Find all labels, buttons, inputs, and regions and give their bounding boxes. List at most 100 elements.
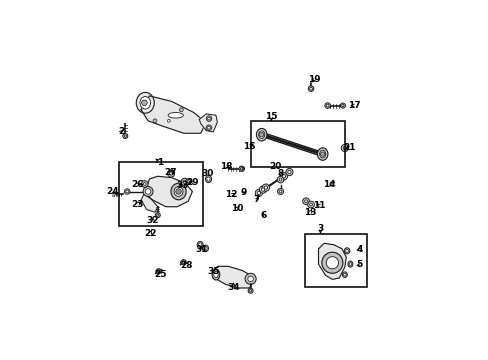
Circle shape bbox=[257, 191, 260, 194]
Circle shape bbox=[255, 189, 262, 197]
Polygon shape bbox=[199, 114, 217, 132]
Circle shape bbox=[239, 166, 244, 171]
Ellipse shape bbox=[204, 247, 207, 250]
Circle shape bbox=[285, 168, 292, 176]
Circle shape bbox=[179, 108, 183, 112]
Text: 33: 33 bbox=[176, 181, 188, 190]
Text: 23: 23 bbox=[131, 200, 144, 209]
Ellipse shape bbox=[347, 261, 352, 267]
Circle shape bbox=[206, 116, 211, 121]
Circle shape bbox=[277, 188, 283, 194]
Text: 17: 17 bbox=[347, 101, 360, 110]
Circle shape bbox=[175, 189, 181, 194]
Text: 26: 26 bbox=[131, 180, 144, 189]
Circle shape bbox=[341, 144, 348, 152]
Circle shape bbox=[277, 176, 284, 183]
Circle shape bbox=[181, 260, 185, 265]
Text: 22: 22 bbox=[144, 229, 156, 238]
Circle shape bbox=[261, 188, 264, 191]
Circle shape bbox=[280, 173, 287, 180]
Circle shape bbox=[183, 180, 186, 184]
Circle shape bbox=[307, 201, 314, 208]
Ellipse shape bbox=[256, 129, 266, 141]
Ellipse shape bbox=[258, 131, 264, 139]
Circle shape bbox=[262, 184, 269, 191]
Text: 11: 11 bbox=[312, 201, 325, 210]
Circle shape bbox=[181, 178, 188, 185]
Circle shape bbox=[244, 273, 256, 284]
Text: 19: 19 bbox=[307, 75, 320, 84]
Ellipse shape bbox=[174, 186, 183, 196]
Ellipse shape bbox=[206, 177, 210, 181]
Circle shape bbox=[309, 203, 312, 206]
Circle shape bbox=[241, 168, 243, 170]
Ellipse shape bbox=[171, 183, 186, 200]
Circle shape bbox=[304, 200, 307, 203]
Circle shape bbox=[324, 103, 330, 108]
Ellipse shape bbox=[140, 96, 150, 109]
Text: 8: 8 bbox=[277, 169, 283, 178]
Circle shape bbox=[182, 261, 184, 263]
Circle shape bbox=[156, 214, 159, 216]
Circle shape bbox=[343, 146, 346, 150]
Text: 25: 25 bbox=[154, 270, 166, 279]
Ellipse shape bbox=[197, 242, 203, 249]
Text: 13: 13 bbox=[304, 208, 316, 217]
Circle shape bbox=[153, 119, 157, 123]
Circle shape bbox=[320, 152, 324, 156]
Circle shape bbox=[239, 166, 244, 171]
Text: 6: 6 bbox=[260, 211, 266, 220]
Ellipse shape bbox=[348, 262, 351, 266]
Ellipse shape bbox=[345, 249, 348, 252]
Polygon shape bbox=[141, 192, 158, 212]
Circle shape bbox=[125, 190, 128, 193]
Circle shape bbox=[143, 183, 146, 185]
Ellipse shape bbox=[136, 93, 154, 113]
Circle shape bbox=[259, 186, 266, 193]
Circle shape bbox=[309, 87, 312, 90]
Ellipse shape bbox=[213, 271, 218, 278]
Circle shape bbox=[240, 168, 242, 170]
Circle shape bbox=[167, 170, 174, 177]
Text: 18: 18 bbox=[220, 162, 232, 171]
Polygon shape bbox=[145, 176, 192, 207]
Text: 28: 28 bbox=[180, 261, 192, 270]
Circle shape bbox=[329, 182, 333, 186]
Text: 27: 27 bbox=[164, 168, 177, 177]
Bar bbox=[250, 121, 344, 167]
Text: 31: 31 bbox=[195, 245, 207, 254]
Circle shape bbox=[341, 104, 344, 107]
Circle shape bbox=[249, 290, 251, 292]
Text: 9: 9 bbox=[240, 188, 246, 197]
Circle shape bbox=[207, 117, 210, 120]
Text: 12: 12 bbox=[225, 190, 238, 199]
Text: 4: 4 bbox=[356, 245, 362, 254]
Bar bbox=[304, 234, 366, 287]
Circle shape bbox=[325, 104, 328, 107]
Circle shape bbox=[122, 134, 127, 139]
Circle shape bbox=[282, 175, 285, 178]
Circle shape bbox=[264, 186, 267, 189]
Circle shape bbox=[124, 189, 130, 194]
Circle shape bbox=[143, 186, 153, 197]
Text: 29: 29 bbox=[186, 178, 199, 187]
Ellipse shape bbox=[317, 148, 327, 160]
Text: 35: 35 bbox=[206, 266, 219, 275]
Ellipse shape bbox=[168, 112, 183, 118]
Text: 34: 34 bbox=[226, 283, 239, 292]
Ellipse shape bbox=[198, 243, 202, 247]
Ellipse shape bbox=[203, 245, 208, 252]
Text: 32: 32 bbox=[146, 216, 159, 225]
Circle shape bbox=[325, 257, 338, 269]
Circle shape bbox=[287, 170, 290, 174]
Circle shape bbox=[247, 276, 253, 282]
Circle shape bbox=[247, 288, 253, 293]
Circle shape bbox=[111, 192, 115, 196]
Text: 2: 2 bbox=[118, 127, 124, 136]
Circle shape bbox=[167, 120, 170, 122]
Circle shape bbox=[302, 198, 309, 204]
Bar bbox=[119, 162, 203, 226]
Polygon shape bbox=[318, 243, 346, 279]
Ellipse shape bbox=[212, 269, 220, 280]
Polygon shape bbox=[141, 96, 204, 133]
